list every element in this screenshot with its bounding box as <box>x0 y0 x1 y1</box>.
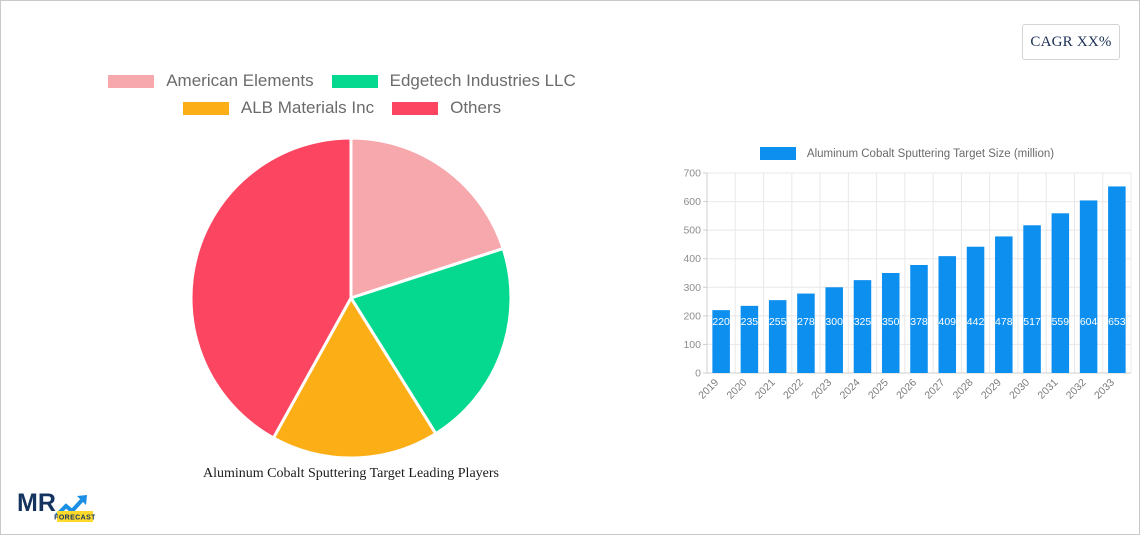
trend-arrow-icon <box>55 496 86 517</box>
bar[interactable] <box>712 310 730 373</box>
bar-value-label: 300 <box>825 316 843 328</box>
pie-legend-label: Edgetech Industries LLC <box>389 71 576 90</box>
y-axis-tick-label: 600 <box>683 196 701 208</box>
pie-legend-label: American Elements <box>166 71 314 90</box>
bar[interactable] <box>995 236 1013 373</box>
pie-slice[interactable] <box>349 137 506 301</box>
pie-legend: American Elements Edgetech Industries LL… <box>1 71 701 125</box>
bar-value-label: 350 <box>882 316 900 328</box>
pie-chart-panel: American Elements Edgetech Industries LL… <box>1 61 701 491</box>
x-axis-tick-label: 2031 <box>1035 377 1060 402</box>
bar-value-label: 220 <box>712 316 730 328</box>
bar[interactable] <box>938 256 957 373</box>
bar-x-axis-ticks: 2019 2020 2021 2022 2023 2024 2025 2026 2027 2028… <box>696 377 1117 402</box>
pie-chart-caption: Aluminum Cobalt Sputtering Target Leadin… <box>203 466 499 481</box>
mr-forecast-logo: MR FORECAST <box>17 487 96 523</box>
bar-value-label: 604 <box>1080 316 1098 328</box>
pie-chart-svg <box>190 137 512 459</box>
pie-legend-item-alb-materials-inc[interactable]: ALB Materials Inc <box>182 98 392 118</box>
bar[interactable] <box>740 305 759 373</box>
x-axis-tick-label: 2020 <box>725 377 750 402</box>
bar-value-label: 378 <box>910 316 928 328</box>
bar-value-label: 478 <box>995 316 1013 328</box>
mr-forecast-logo-svg: MR FORECAST <box>17 489 96 522</box>
pie-slice[interactable] <box>190 137 353 440</box>
pie-legend-item-others[interactable]: Others <box>392 98 519 118</box>
bar-value-label: 409 <box>939 316 957 328</box>
x-axis-tick-label: 2022 <box>781 377 806 402</box>
bar-value-label: 517 <box>1023 316 1041 328</box>
pie-legend-item-american-elements[interactable]: American Elements <box>108 71 331 91</box>
trend-arrowhead-icon <box>77 495 87 505</box>
x-axis-tick-label: 2027 <box>922 377 947 402</box>
bar[interactable] <box>825 287 843 373</box>
logo-tag-text: FORECAST <box>54 515 95 522</box>
y-axis-tick-label: 300 <box>683 282 701 294</box>
bar[interactable] <box>768 300 787 373</box>
bar[interactable] <box>1079 200 1098 373</box>
pie-slice[interactable] <box>271 295 438 459</box>
y-axis-tick-label: 0 <box>695 368 701 380</box>
pie-legend-swatch-icon <box>182 101 229 115</box>
bar-series: 220 235 255 278 300 325 350 378 409 442 478 517 559 6… <box>712 186 1126 373</box>
bar[interactable] <box>881 273 900 373</box>
cagr-badge-label: CAGR XX% <box>1030 33 1112 50</box>
x-axis-tick-label: 2029 <box>979 377 1004 402</box>
bar[interactable] <box>1051 213 1070 373</box>
bar[interactable] <box>797 293 815 373</box>
bar-value-label: 278 <box>797 316 815 328</box>
bar-value-label: 653 <box>1108 316 1126 328</box>
bar[interactable] <box>910 265 928 373</box>
x-axis-tick-label: 2028 <box>951 377 976 402</box>
x-axis-tick-label: 2025 <box>866 377 891 402</box>
bar-value-label: 442 <box>967 316 985 328</box>
y-axis-tick-label: 400 <box>683 253 701 265</box>
pie-legend-row-1: American Elements Edgetech Industries LL… <box>1 71 701 91</box>
bar-value-label: 255 <box>769 316 787 328</box>
pie-legend-item-edgetech-industries-llc[interactable]: Edgetech Industries LLC <box>331 71 594 91</box>
logo-tag-background <box>57 511 93 522</box>
x-axis-tick-label: 2033 <box>1092 377 1117 402</box>
bar-legend-swatch-icon <box>759 147 796 160</box>
pie-chart <box>190 137 512 459</box>
bar-value-label: 235 <box>741 316 759 328</box>
pie-slice[interactable] <box>348 246 512 436</box>
y-axis-tick-label: 100 <box>683 339 701 351</box>
bar-chart-panel: Aluminum Cobalt Sputtering Target Size (… <box>677 139 1137 429</box>
bar[interactable] <box>1108 186 1126 373</box>
x-axis-tick-label: 2019 <box>696 377 721 402</box>
bar[interactable] <box>1023 225 1041 373</box>
bar-chart-svg: 0 100 200 300 400 500 600 700 220 235 255 278 300 32… <box>683 168 1132 402</box>
x-axis-tick-label: 2030 <box>1007 377 1032 402</box>
x-axis-tick-label: 2032 <box>1064 377 1089 402</box>
bar[interactable] <box>966 246 985 373</box>
bar[interactable] <box>853 280 872 373</box>
pie-legend-row-2: ALB Materials Inc Others <box>1 98 701 118</box>
bar-value-label: 559 <box>1052 316 1070 328</box>
y-axis-tick-label: 200 <box>683 310 701 322</box>
bar-y-axis-ticks: 0 100 200 300 400 500 600 700 <box>683 168 707 380</box>
pie-legend-swatch-icon <box>392 101 439 115</box>
pie-legend-label: Others <box>450 98 502 117</box>
y-axis-tick-label: 700 <box>683 168 701 180</box>
pie-legend-swatch-icon <box>331 74 378 88</box>
bar-legend[interactable]: Aluminum Cobalt Sputtering Target Size (… <box>677 147 1137 160</box>
bar-legend-label: Aluminum Cobalt Sputtering Target Size (… <box>806 147 1055 160</box>
logo-wordmark-text: MR <box>17 489 56 517</box>
y-axis-tick-label: 500 <box>683 225 701 237</box>
pie-legend-label: ALB Materials Inc <box>240 98 375 117</box>
bar-value-label: 325 <box>854 316 872 328</box>
x-axis-tick-label: 2024 <box>838 377 863 402</box>
x-axis-tick-label: 2026 <box>894 377 919 402</box>
pie-legend-swatch-icon <box>108 74 155 88</box>
x-axis-tick-label: 2021 <box>753 377 778 402</box>
cagr-badge: CAGR XX% <box>1022 24 1120 60</box>
x-axis-tick-label: 2023 <box>809 377 834 402</box>
